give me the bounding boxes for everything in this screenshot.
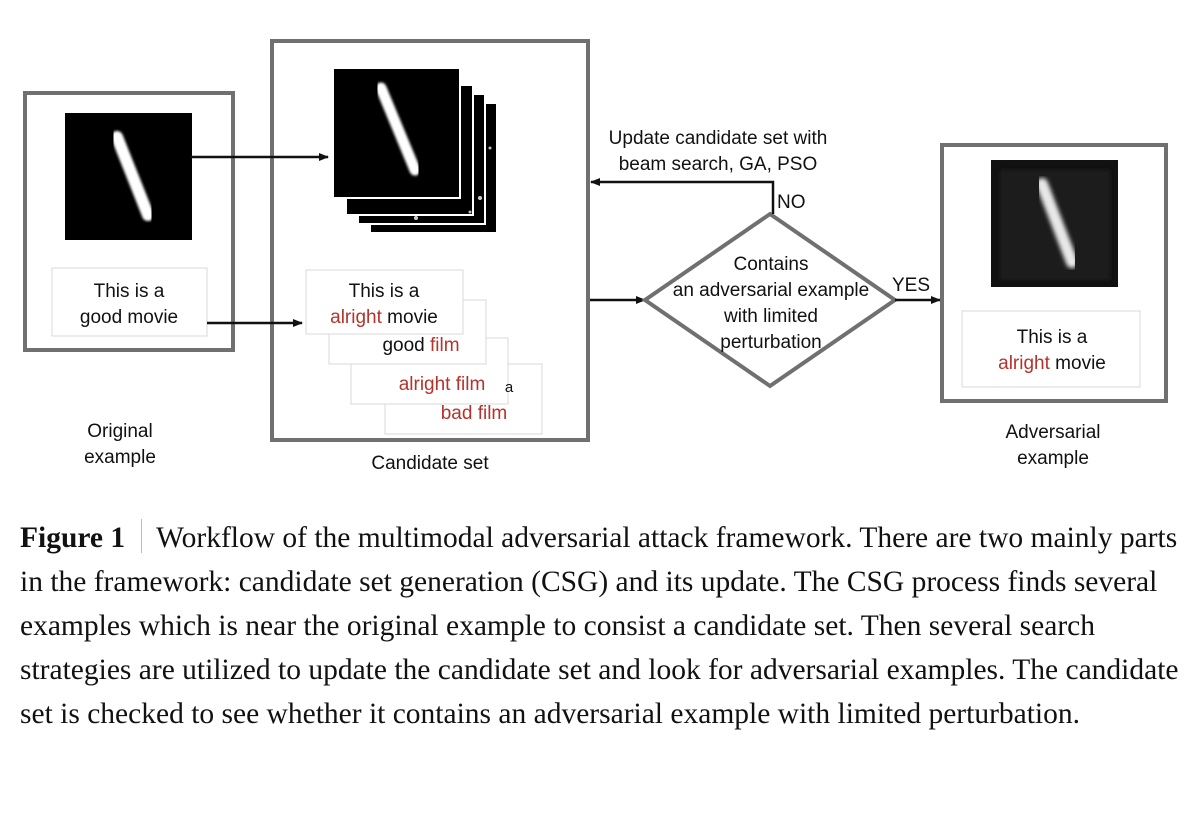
adversarial-sentence-line1: This is a <box>1017 327 1088 348</box>
caption-text: Workflow of the multimodal adversarial a… <box>20 522 1179 730</box>
candidate-card-1 <box>305 269 464 335</box>
candidate-card-2-substituted: film <box>430 335 460 356</box>
candidate-sentence-stack: bad film alright film a good film This i… <box>305 269 543 435</box>
workflow-diagram: This is a good movie Original example ba… <box>23 39 1168 474</box>
update-text-line1: Update candidate set with <box>609 128 828 149</box>
original-example-box: This is a good movie <box>23 91 235 352</box>
adversarial-example-box: This is a alright movie <box>940 143 1168 403</box>
no-label: NO <box>777 192 806 213</box>
decision-line2: an adversarial example <box>673 280 869 301</box>
figure-label: Figure 1 <box>20 522 126 554</box>
adversarial-sentence-line2: alright movie <box>998 353 1106 374</box>
candidate-set-box: bad film alright film a good film This i… <box>270 39 590 442</box>
adversarial-label-line1: Adversarial <box>1005 422 1100 443</box>
original-sentence-card <box>51 267 208 337</box>
original-digit-image <box>65 113 192 240</box>
candidate-card-1-rest: movie <box>382 307 438 328</box>
adversarial-sentence-card <box>961 310 1141 388</box>
adversarial-label-line2: example <box>1017 448 1089 469</box>
yes-label: YES <box>892 275 930 296</box>
candidate-card-1-line1: This is a <box>349 281 420 302</box>
candidate-substituted-word: alright <box>330 307 382 328</box>
figure-caption: Figure 1 Workflow of the multimodal adver… <box>20 516 1180 736</box>
candidate-set-label: Candidate set <box>371 453 489 474</box>
original-sentence-line2: good movie <box>80 307 178 328</box>
candidate-digit-stack <box>332 67 498 234</box>
decision-line1: Contains <box>734 254 809 275</box>
candidate-card-1-line2: alright movie <box>330 307 438 328</box>
arrow-no-loop <box>590 178 775 214</box>
original-sentence-line1: This is a <box>94 281 165 302</box>
decision-diamond: Contains an adversarial example with lim… <box>641 211 899 389</box>
update-text-line2: beam search, GA, PSO <box>619 154 818 175</box>
candidate-card-3-fragment: a <box>505 379 514 396</box>
candidate-card-3-text: alright film <box>399 374 486 395</box>
adversarial-substituted-word: alright <box>998 353 1050 374</box>
adversarial-digit-image <box>991 160 1118 287</box>
candidate-card-2-text: good film <box>382 335 459 356</box>
original-label-line2: example <box>84 447 156 468</box>
candidate-card-2-word: good <box>382 335 430 356</box>
adversarial-sentence-rest: movie <box>1050 353 1106 374</box>
caption-separator <box>141 519 143 553</box>
decision-line4: perturbation <box>720 332 821 353</box>
candidate-card-4-text: bad film <box>441 403 508 424</box>
decision-line3: with limited <box>723 306 818 327</box>
original-label-line1: Original <box>87 421 152 442</box>
